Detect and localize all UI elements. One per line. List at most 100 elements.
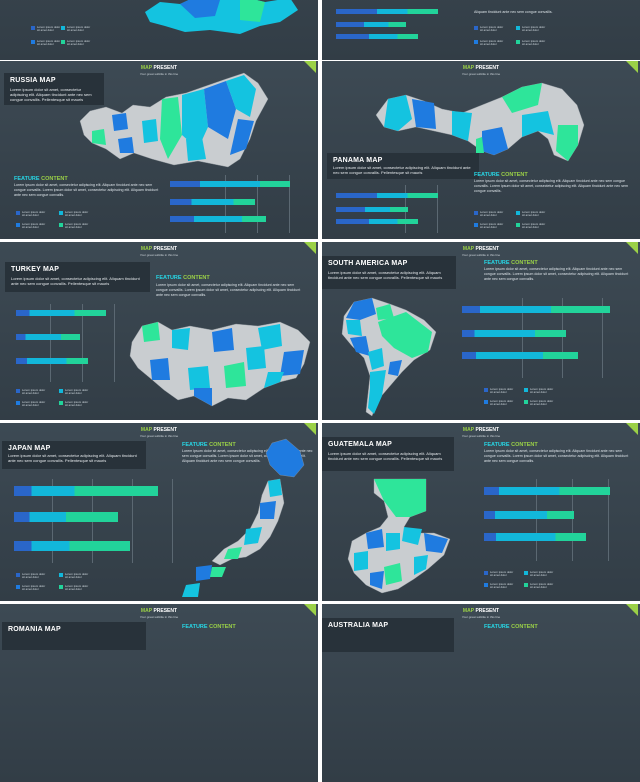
chart-grid-line — [572, 479, 573, 561]
title-box: SOUTH AMERICA MAP Lorem ipsum dolor sit … — [322, 256, 456, 289]
guatemala-map — [347, 478, 451, 594]
legend-item: Lorem ipsum dolor sit amet dolor — [31, 25, 60, 33]
legend-item: Lorem ipsum dolor sit amet dolor — [516, 39, 545, 47]
slide-russia[interactable]: MAP PRESENT Your great subtitle in this … — [0, 61, 318, 239]
chart-grid-line — [602, 298, 603, 378]
legend-item: Lorem ipsum dolor sit amet dolor — [61, 25, 90, 33]
legend-item: Lorem ipsum dolor sit amet dolor — [59, 400, 88, 408]
title-box: JAPAN MAP Lorem ipsum dolor sit amet, co… — [2, 441, 146, 469]
feature-description: Lorem ipsum dolor sit amet, consectetur … — [156, 283, 301, 297]
chart-bar — [462, 352, 578, 359]
chart-bar — [170, 199, 255, 205]
chart-grid-line — [522, 298, 523, 378]
chart-bar — [16, 334, 80, 340]
map-title: RUSSIA MAP — [10, 77, 56, 84]
legend-item: Lorem ipsum dolor sit amet dolor — [474, 39, 503, 47]
slide-header: MAP PRESENT — [140, 608, 178, 614]
feature-description: Lorem ipsum dolor sit amet, consectetur … — [484, 449, 629, 463]
legend-item: Lorem ipsum dolor sit amet dolor — [516, 222, 545, 230]
slide-header: MAP PRESENT — [140, 246, 178, 252]
chart-bar — [336, 207, 408, 212]
legend-item: Lorem ipsum dolor sit amet dolor — [474, 210, 503, 218]
slide-australia[interactable]: MAP PRESENT Your great subtitle in this … — [322, 604, 640, 782]
japan-map — [182, 438, 305, 597]
slide-japan[interactable]: MAP PRESENT Your great subtitle in this … — [0, 423, 318, 601]
title-box: RUSSIA MAP Lorem ipsum dolor sit amet, c… — [4, 73, 104, 105]
chart-bar — [170, 216, 266, 222]
feature-description: Lorem ipsum dolor sit amet, consectetur … — [14, 183, 159, 197]
legend-item: Lorem ipsum dolor sit amet dolor — [516, 25, 545, 33]
slide-panama[interactable]: MAP PRESENT Your great subtitle in this … — [322, 61, 640, 239]
slide-top-left-partial[interactable]: Lorem ipsum dolor sit amet dolor Lorem ip… — [0, 0, 318, 60]
chart-grid-line — [82, 304, 83, 382]
legend-item: Lorem ipsum dolor sit amet dolor — [474, 25, 503, 33]
slide-subtitle: Your great subtitle in this line — [139, 72, 179, 76]
chart-grid-line — [289, 175, 290, 233]
south-america-map — [341, 297, 437, 417]
corner-accent-icon — [304, 242, 316, 254]
legend-item: Lorem ipsum dolor sit amet dolor — [16, 400, 45, 408]
feature-heading: FEATURE CONTENT — [484, 442, 538, 448]
slide-romania[interactable]: MAP PRESENT Your great subtitle in this … — [0, 604, 318, 782]
legend-item: Lorem ipsum dolor sit amet dolor — [484, 582, 513, 590]
chart-grid-line — [562, 298, 563, 378]
slide-subtitle: Your great subtitle in this line — [139, 253, 179, 257]
map-description: Lorem ipsum dolor sit amet, consectetur … — [333, 165, 471, 176]
legend-item: Lorem ipsum dolor sit amet dolor — [59, 222, 88, 230]
chart-bar — [14, 541, 130, 551]
chart-bar — [336, 193, 438, 198]
corner-accent-icon — [626, 604, 638, 616]
legend-item: Lorem ipsum dolor sit amet dolor — [16, 388, 45, 396]
slide-subtitle: Your great subtitle in this line — [461, 615, 501, 619]
slide-south-america[interactable]: MAP PRESENT Your great subtitle in this … — [322, 242, 640, 420]
chart-bar — [14, 486, 158, 496]
map-title: TURKEY MAP — [11, 266, 60, 273]
legend-item: Lorem ipsum dolor sit amet dolor — [484, 399, 513, 407]
legend-item: Lorem ipsum dolor sit amet dolor — [59, 210, 88, 218]
corner-accent-icon — [626, 61, 638, 73]
slide-top-right-partial[interactable]: Aliquam tincidunt ante nec sem congue co… — [322, 0, 640, 60]
panama-map — [375, 82, 585, 162]
legend-item: Lorem ipsum dolor sit amet dolor — [516, 210, 545, 218]
legend-item: Lorem ipsum dolor sit amet dolor — [61, 39, 90, 47]
map-title: SOUTH AMERICA MAP — [328, 260, 408, 267]
chart-grid-line — [536, 479, 537, 561]
slide-guatemala[interactable]: MAP PRESENT Your great subtitle in this … — [322, 423, 640, 601]
chart-bar — [484, 511, 574, 519]
chart-bar — [336, 22, 406, 27]
map-title: AUSTRALIA MAP — [328, 622, 389, 629]
legend-item: Lorem ipsum dolor sit amet dolor — [524, 582, 553, 590]
chart-grid-line — [437, 185, 438, 233]
corner-accent-icon — [626, 242, 638, 254]
chart-bar — [336, 219, 418, 224]
chart-grid-line — [114, 304, 115, 382]
slide-header: MAP PRESENT — [462, 246, 500, 252]
chart-bar — [484, 533, 586, 541]
map-description: Lorem ipsum dolor sit amet, consectetur … — [8, 453, 137, 464]
chart-bar — [16, 358, 88, 364]
chart-grid-line — [257, 175, 258, 233]
slide-subtitle: Your great subtitle in this line — [461, 253, 501, 257]
feature-heading: FEATURE CONTENT — [484, 624, 538, 630]
turkey-map — [129, 321, 311, 407]
map-title: JAPAN MAP — [8, 445, 51, 452]
slide-header: MAP PRESENT — [140, 427, 178, 433]
slide-turkey[interactable]: MAP PRESENT Your great subtitle in this … — [0, 242, 318, 420]
slide-header: MAP PRESENT — [140, 65, 178, 71]
slide-subtitle: Your great subtitle in this line — [461, 72, 501, 76]
corner-accent-icon — [304, 423, 316, 435]
map-description: Lorem ipsum dolor sit amet, consectetur … — [328, 451, 443, 462]
chart-grid-line — [50, 304, 51, 382]
legend-item: Lorem ipsum dolor sit amet dolor — [524, 570, 553, 578]
title-box: GUATEMALA MAP Lorem ipsum dolor sit amet… — [322, 437, 454, 471]
chart-grid-line — [608, 479, 609, 561]
feature-heading: FEATURE CONTENT — [182, 624, 236, 630]
legend-item: Lorem ipsum dolor sit amet dolor — [16, 210, 45, 218]
chart-bar — [462, 330, 566, 337]
legend-item: Lorem ipsum dolor sit amet dolor — [524, 387, 553, 395]
slide-header: MAP PRESENT — [462, 608, 500, 614]
legend-item: Lorem ipsum dolor sit amet dolor — [59, 572, 88, 580]
map-title: GUATEMALA MAP — [328, 441, 393, 448]
feature-description: Lorem ipsum dolor sit amet, consectetur … — [484, 267, 629, 281]
legend-item: Lorem ipsum dolor sit amet dolor — [16, 222, 45, 230]
